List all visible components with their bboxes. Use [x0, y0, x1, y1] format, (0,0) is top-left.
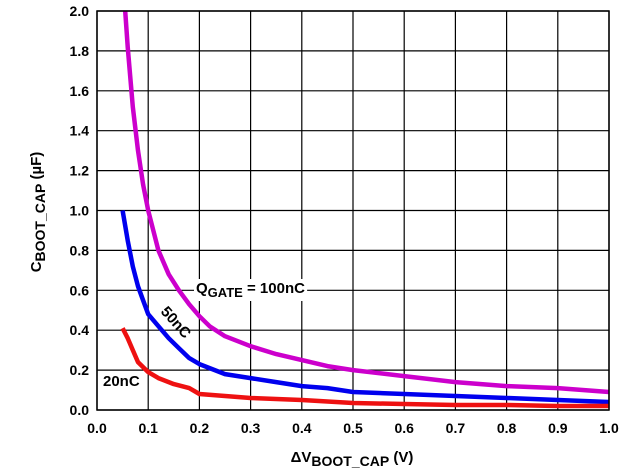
x-tick-label-7: 0.7	[446, 420, 466, 436]
series-label-text-50nC: 50nC	[157, 303, 194, 342]
y-axis-label-suffix: (µF)	[28, 152, 45, 184]
y-tick-label-9: 1.8	[70, 43, 90, 59]
series-label-prefix: Q	[196, 280, 208, 297]
y-axis-label-prefix: C	[28, 261, 45, 272]
series-label-background	[194, 279, 308, 301]
series-line-20nC	[120, 327, 609, 409]
x-axis-label-prefix: ΔV	[291, 449, 312, 466]
series-label-text-20nC: 20nC	[103, 373, 140, 390]
series-label-sub: GATE	[208, 285, 243, 300]
y-tick-label-6: 1.2	[70, 163, 90, 179]
grid-lines	[96, 10, 610, 411]
x-tick-label-0: 0.0	[87, 420, 107, 436]
y-tick-label-1: 0.2	[70, 362, 90, 378]
series-label-50nC: 50nC	[157, 303, 194, 342]
series-label-suffix: 20nC	[103, 373, 140, 390]
x-axis-label-suffix: (V)	[389, 449, 413, 466]
y-tick-labels: 0.0 0.2 0.4 0.6 0.8 1.0 1.2 1.4 1.6 1.8 2.0	[70, 3, 90, 418]
y-tick-label-7: 1.4	[70, 123, 90, 139]
x-tick-label-4: 0.4	[292, 420, 312, 436]
y-axis-label-sub: BOOT_CAP	[32, 184, 48, 262]
x-tick-label-6: 0.6	[394, 420, 414, 436]
y-tick-label-4: 0.8	[70, 242, 90, 258]
y-axis-label: CBOOT_CAP (µF)	[28, 152, 48, 273]
series-label-100nC: QGATE = 100nC	[194, 279, 308, 301]
x-tick-label-5: 0.5	[343, 420, 363, 436]
x-tick-label-3: 0.3	[241, 420, 261, 436]
plot-frame	[96, 10, 610, 411]
series-label-suffix: = 100nC	[243, 280, 305, 297]
series-label-suffix: 50nC	[157, 303, 194, 342]
x-tick-label-9: 0.9	[548, 420, 568, 436]
x-tick-label-1: 0.1	[138, 420, 158, 436]
x-tick-label-2: 0.2	[190, 420, 210, 436]
series-line-50nC	[120, 210, 610, 405]
y-tick-label-10: 2.0	[70, 3, 90, 19]
y-tick-label-5: 1.0	[70, 203, 90, 219]
y-tick-label-0: 0.0	[70, 402, 90, 418]
series-lines	[120, 10, 610, 409]
y-tick-label-2: 0.4	[70, 322, 90, 338]
series-line-100nC	[122, 10, 610, 395]
x-axis-label-sub: BOOT_CAP	[311, 453, 389, 468]
x-axis-label: ΔVBOOT_CAP (V)	[291, 449, 414, 468]
x-tick-labels: 0.0 0.1 0.2 0.3 0.4 0.5 0.6 0.7 0.8 0.9 1.0	[87, 420, 619, 436]
series-label-text-100nC: QGATE = 100nC	[196, 280, 305, 300]
x-tick-label-8: 0.8	[497, 420, 517, 436]
y-tick-label-3: 0.6	[70, 282, 90, 298]
y-tick-label-8: 1.6	[70, 83, 90, 99]
series-label-20nC: 20nC	[103, 373, 140, 390]
x-tick-label-10: 1.0	[599, 420, 619, 436]
